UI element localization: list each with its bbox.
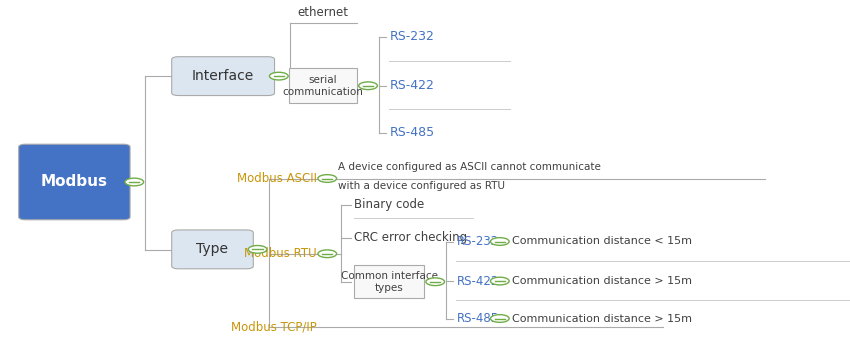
Text: with a device configured as RTU: with a device configured as RTU	[338, 181, 505, 191]
Circle shape	[490, 238, 509, 245]
Text: RS-422: RS-422	[456, 274, 499, 288]
Text: Modbus RTU: Modbus RTU	[245, 247, 317, 260]
Circle shape	[490, 277, 509, 285]
Circle shape	[359, 82, 377, 90]
Text: Modbus: Modbus	[41, 175, 108, 189]
Circle shape	[248, 246, 267, 253]
Text: Binary code: Binary code	[354, 198, 425, 211]
Text: RS-232: RS-232	[389, 30, 434, 43]
Text: serial
communication: serial communication	[282, 75, 364, 97]
Circle shape	[318, 175, 337, 182]
Text: Modbus TCP/IP: Modbus TCP/IP	[231, 321, 317, 334]
FancyBboxPatch shape	[172, 57, 275, 96]
Bar	[289, 68, 357, 103]
Text: Type: Type	[196, 243, 229, 256]
FancyBboxPatch shape	[172, 230, 253, 269]
Circle shape	[125, 178, 144, 186]
Text: Communication distance > 15m: Communication distance > 15m	[512, 276, 692, 286]
Text: RS-422: RS-422	[389, 79, 434, 92]
Text: Interface: Interface	[192, 69, 254, 83]
Text: Common interface
types: Common interface types	[341, 271, 438, 293]
Text: Modbus ASCII: Modbus ASCII	[237, 172, 317, 185]
Bar	[354, 265, 424, 298]
Circle shape	[426, 278, 445, 286]
Text: RS-232: RS-232	[456, 235, 499, 248]
Text: RS-485: RS-485	[389, 126, 434, 140]
Text: ethernet: ethernet	[298, 6, 348, 19]
Text: A device configured as ASCII cannot communicate: A device configured as ASCII cannot comm…	[338, 162, 601, 172]
FancyBboxPatch shape	[19, 144, 130, 220]
Circle shape	[490, 315, 509, 322]
Circle shape	[269, 72, 288, 80]
Text: CRC error checking: CRC error checking	[354, 231, 468, 245]
Text: Communication distance < 15m: Communication distance < 15m	[512, 237, 692, 246]
Circle shape	[318, 250, 337, 258]
Text: Communication distance > 15m: Communication distance > 15m	[512, 314, 692, 323]
Text: RS-485: RS-485	[456, 312, 499, 325]
